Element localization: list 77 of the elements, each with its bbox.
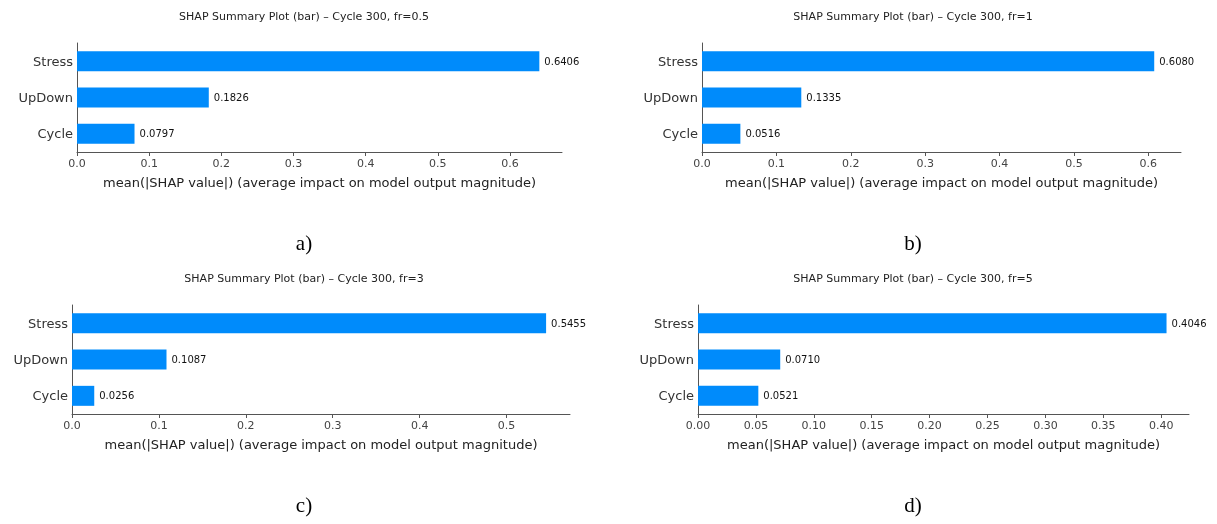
x-tick-label: 0.5 [1065, 157, 1083, 170]
data-label: 0.6406 [544, 55, 580, 67]
x-axis-title: mean(|SHAP value|) (average impact on model output magnitude) [725, 175, 1158, 190]
chart-title: SHAP Summary Plot (bar) – Cycle 300, fr=3 [184, 272, 424, 285]
chart-title: SHAP Summary Plot (bar) – Cycle 300, fr=1 [793, 10, 1033, 23]
x-tick-label: 0.35 [1091, 419, 1116, 432]
text: b) [904, 230, 922, 255]
bar [702, 51, 1155, 72]
bar [702, 87, 802, 108]
bar [77, 123, 135, 144]
x-tick-label: 0.25 [975, 419, 1000, 432]
x-tick-label: 0.2 [237, 419, 255, 432]
y-tick-label: Stress [658, 53, 699, 69]
bar [77, 51, 540, 72]
y-tick-label: Cycle [658, 388, 694, 404]
x-tick-label: 0.2 [842, 157, 860, 170]
data-label: 0.4046 [1171, 317, 1207, 329]
x-tick-label: 0.4 [410, 419, 429, 432]
y-tick-label: UpDown [643, 90, 698, 105]
x-tick-label: 0.6 [501, 157, 519, 170]
y-tick-label: UpDown [13, 352, 68, 367]
y-tick-label: Cycle [662, 126, 698, 142]
y-tick-label: UpDown [639, 352, 694, 367]
bar [698, 313, 1167, 334]
x-tick-label: 0.2 [212, 157, 231, 170]
y-tick-label: Cycle [37, 126, 73, 142]
x-tick-label: 0.4 [990, 157, 1009, 170]
data-label: 0.1335 [806, 92, 842, 103]
x-tick-label: 0.15 [859, 419, 884, 432]
x-axis-title: mean(|SHAP value|) (average impact on model output magnitude) [103, 175, 536, 190]
x-tick-label: 0.1 [140, 157, 158, 170]
x-tick-label: 0.40 [1148, 419, 1174, 432]
data-label: 0.1087 [171, 354, 207, 365]
x-tick-label: 0.20 [917, 419, 942, 432]
x-tick-label: 0.0 [68, 157, 86, 170]
x-tick-label: 0.1 [150, 419, 168, 432]
x-tick-label: 0.00 [685, 419, 711, 432]
data-label: 0.1826 [213, 92, 249, 103]
x-tick-label: 0.4 [356, 157, 375, 170]
x-tick-label: 0.30 [1033, 419, 1058, 432]
x-tick-label: 0.6 [1139, 157, 1158, 170]
bar [72, 349, 167, 370]
x-tick-label: 0.5 [497, 419, 516, 432]
x-tick-label: 0.3 [916, 157, 934, 170]
x-tick-label: 0.10 [801, 419, 827, 432]
bar [77, 87, 209, 108]
bar [72, 313, 547, 334]
x-axis-title: mean(|SHAP value|) (average impact on model output magnitude) [104, 437, 538, 452]
x-tick-label: 0.1 [767, 157, 786, 170]
x-tick-label: 0.0 [63, 419, 81, 432]
x-axis-title: mean(|SHAP value|) (average impact on model output magnitude) [727, 437, 1160, 452]
data-label: 0.0256 [99, 390, 135, 402]
data-label: 0.0797 [139, 128, 175, 140]
data-label: 0.0710 [785, 354, 821, 365]
bar [698, 349, 781, 370]
text: c) [295, 492, 313, 517]
y-tick-label: UpDown [18, 90, 73, 105]
y-tick-label: Stress [33, 53, 74, 69]
x-tick-label: 0.0 [693, 157, 711, 170]
text: d) [904, 492, 922, 517]
text: a) [295, 230, 313, 255]
data-label: 0.0516 [745, 128, 781, 140]
data-label: 0.5455 [551, 317, 587, 329]
bar [72, 385, 95, 406]
data-label: 0.6080 [1159, 55, 1195, 67]
chart-title: SHAP Summary Plot (bar) – Cycle 300, fr=0.5 [179, 10, 429, 23]
x-tick-label: 0.5 [429, 157, 447, 170]
bar [698, 385, 759, 406]
x-tick-label: 0.3 [284, 157, 303, 170]
bar [702, 123, 741, 144]
y-tick-label: Cycle [32, 388, 68, 404]
x-tick-label: 0.3 [323, 419, 342, 432]
data-label: 0.0521 [763, 390, 799, 402]
y-tick-label: Stress [654, 315, 695, 331]
x-tick-label: 0.05 [743, 419, 769, 432]
y-tick-label: Stress [28, 315, 69, 331]
chart-title: SHAP Summary Plot (bar) – Cycle 300, fr=5 [793, 272, 1033, 285]
